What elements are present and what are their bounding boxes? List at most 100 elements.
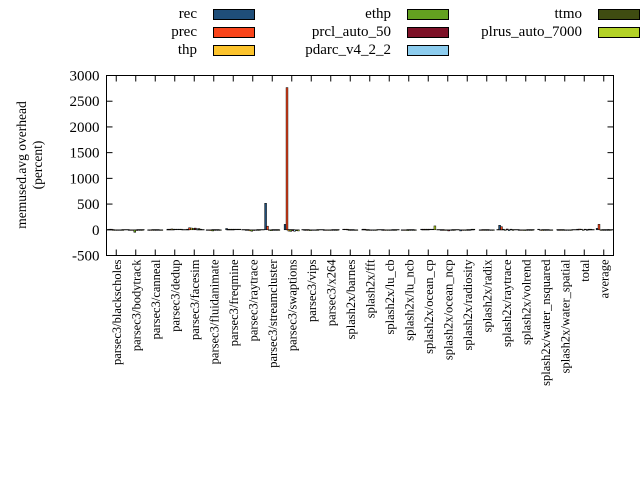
bar-prcl_auto_50 bbox=[174, 228, 177, 231]
bar-prcl_auto_50 bbox=[213, 229, 216, 231]
bar-thp bbox=[151, 229, 154, 231]
bar-thp bbox=[248, 229, 252, 232]
bar-thp bbox=[599, 229, 603, 231]
bar-ttmo bbox=[314, 229, 318, 231]
bar-ttmo bbox=[158, 229, 162, 231]
bar-prcl_auto_50 bbox=[447, 229, 450, 232]
bar-plrus_auto_7000 bbox=[160, 229, 164, 231]
bar-plrus_auto_7000 bbox=[141, 229, 144, 231]
bar-prec bbox=[597, 224, 601, 231]
bar-prcl_auto_50 bbox=[311, 229, 314, 231]
bar-plrus_auto_7000 bbox=[394, 229, 398, 231]
bar-prec bbox=[539, 229, 542, 231]
legend-label-pdarc_v4_2_2: pdarc_v4_2_2 bbox=[305, 42, 391, 58]
bar-ethp bbox=[348, 229, 351, 231]
y-axis-label-line1: memused.avg overhead bbox=[14, 101, 29, 229]
bar-prec bbox=[480, 229, 484, 231]
bar-prec bbox=[207, 229, 211, 231]
bar-prec bbox=[441, 229, 445, 231]
bar-ethp bbox=[231, 228, 234, 231]
bar-ethp bbox=[211, 229, 215, 232]
y-tick-label: 1500 bbox=[70, 146, 100, 162]
legend-swatch-rec bbox=[213, 9, 255, 20]
bar-prec bbox=[129, 229, 133, 231]
bar-thp bbox=[287, 229, 291, 232]
x-category-label: parsec3/canneal bbox=[149, 259, 163, 339]
bar-pdarc_v4_2_2 bbox=[566, 229, 569, 231]
legend-label-prec: prec bbox=[171, 24, 197, 40]
x-category-label: parsec3/x264 bbox=[324, 259, 338, 326]
bar-rec bbox=[537, 228, 540, 231]
bar-plrus_auto_7000 bbox=[297, 229, 300, 232]
bar-prec bbox=[246, 229, 250, 231]
bar-plrus_auto_7000 bbox=[199, 228, 203, 231]
bar-rec bbox=[361, 228, 365, 231]
bar-prec bbox=[149, 229, 152, 231]
bar-plrus_auto_7000 bbox=[355, 229, 359, 231]
bar-thp bbox=[268, 229, 271, 231]
bar-ttmo bbox=[392, 229, 396, 231]
bar-ethp bbox=[465, 229, 468, 231]
bar-prec bbox=[285, 87, 289, 231]
bar-pdarc_v4_2_2 bbox=[332, 229, 335, 231]
bar-pdarc_v4_2_2 bbox=[351, 229, 355, 231]
y-tick-label: 2500 bbox=[70, 94, 100, 110]
bar-prcl_auto_50 bbox=[389, 229, 392, 231]
bar-thp bbox=[170, 228, 174, 231]
bar-plrus_auto_7000 bbox=[180, 228, 183, 231]
bar-prec bbox=[402, 229, 406, 231]
bar-ttmo bbox=[197, 228, 201, 231]
bar-rec bbox=[400, 229, 404, 231]
bar-rec bbox=[576, 228, 579, 231]
bar-plrus_auto_7000 bbox=[414, 229, 417, 231]
bar-ethp bbox=[114, 229, 117, 231]
bar-ttmo bbox=[256, 229, 259, 231]
bar-prec bbox=[266, 225, 269, 231]
bar-ethp bbox=[309, 229, 312, 231]
bar-prec bbox=[519, 229, 523, 231]
bar-thp bbox=[482, 229, 486, 231]
bar-prcl_auto_50 bbox=[408, 229, 411, 231]
bar-prcl_auto_50 bbox=[252, 229, 255, 231]
bar-ttmo bbox=[529, 229, 532, 231]
bar-thp bbox=[229, 228, 232, 231]
bar-rec bbox=[166, 228, 170, 231]
bar-ethp bbox=[582, 229, 585, 231]
bar-rec bbox=[498, 225, 501, 231]
x-category-label: total bbox=[578, 259, 592, 282]
bar-rec bbox=[244, 229, 248, 231]
bar-ttmo bbox=[178, 228, 181, 231]
bar-ttmo bbox=[587, 228, 591, 231]
bar-ethp bbox=[289, 229, 293, 232]
bar-prcl_auto_50 bbox=[272, 229, 275, 231]
bar-prec bbox=[110, 228, 113, 231]
y-tick-label: 2000 bbox=[70, 120, 100, 136]
x-category-label: average bbox=[597, 259, 611, 298]
bar-ethp bbox=[153, 229, 156, 231]
bar-pdarc_v4_2_2 bbox=[156, 229, 160, 231]
bar-pdarc_v4_2_2 bbox=[468, 229, 472, 231]
bar-prcl_auto_50 bbox=[116, 229, 119, 231]
bar-thp bbox=[346, 228, 349, 231]
bar-plrus_auto_7000 bbox=[570, 229, 573, 231]
plot-frame bbox=[106, 75, 614, 256]
bar-thp bbox=[463, 229, 466, 231]
bar-plrus_auto_7000 bbox=[589, 228, 593, 231]
legend-swatch-ethp bbox=[407, 9, 449, 20]
bar-rec bbox=[342, 228, 345, 231]
bar-plrus_auto_7000 bbox=[511, 229, 515, 231]
bar-ethp bbox=[523, 229, 526, 231]
x-category-label: parsec3/raytrace bbox=[246, 259, 260, 341]
legend-swatch-thp bbox=[213, 45, 255, 56]
bar-rec bbox=[439, 229, 443, 231]
bar-prec bbox=[363, 228, 367, 231]
bar-thp bbox=[326, 229, 330, 231]
legend-swatch-prec bbox=[213, 27, 255, 38]
bar-prec bbox=[305, 229, 308, 231]
bar-thp bbox=[112, 229, 115, 231]
x-category-label: parsec3/blackscholes bbox=[110, 259, 124, 365]
bar-ethp bbox=[192, 228, 195, 231]
bar-prec bbox=[558, 229, 562, 231]
bar-rec bbox=[205, 229, 209, 231]
